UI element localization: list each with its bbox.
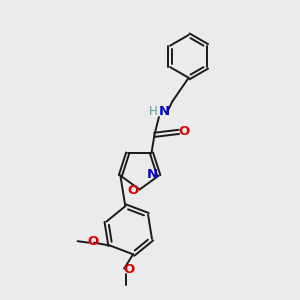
Text: N: N: [159, 105, 170, 118]
Text: H: H: [149, 105, 158, 118]
Text: O: O: [87, 235, 98, 248]
Text: O: O: [178, 125, 189, 138]
Text: O: O: [128, 184, 139, 196]
Text: O: O: [123, 263, 134, 276]
Text: N: N: [147, 168, 158, 181]
